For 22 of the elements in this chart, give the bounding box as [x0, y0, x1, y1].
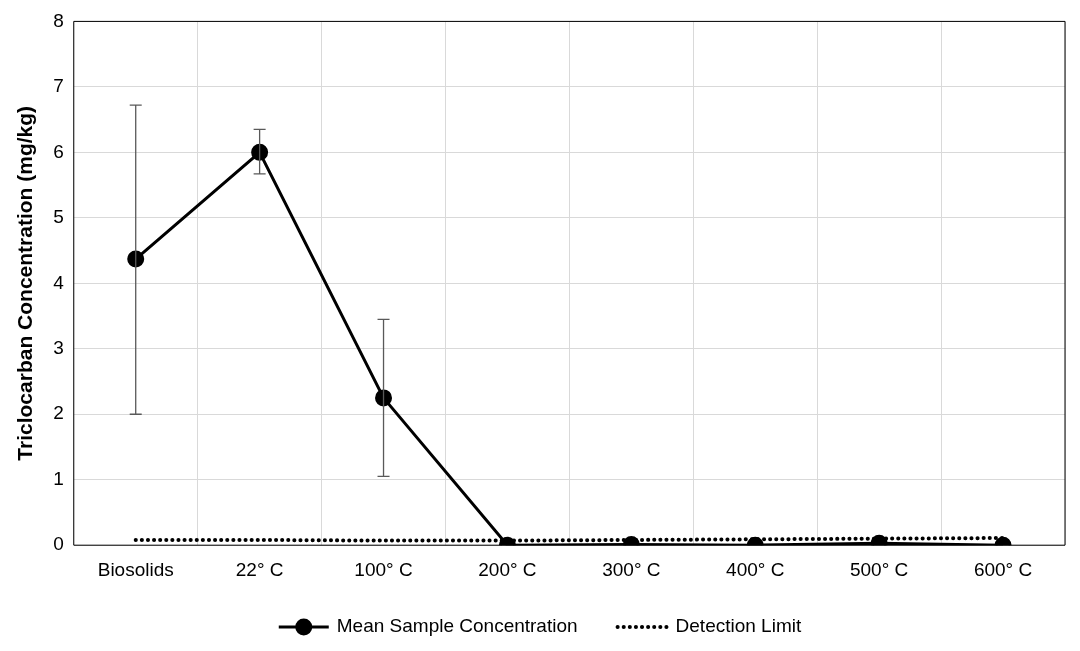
legend-label: Mean Sample Concentration [336, 615, 578, 637]
x-tick-label: 100° C [354, 558, 413, 580]
x-tick-label: Biosolids [97, 558, 174, 580]
x-tick-label: 22° C [235, 558, 284, 580]
y-tick-label: 4 [53, 271, 65, 293]
y-tick-label: 8 [53, 9, 64, 31]
y-tick-label: 7 [53, 75, 64, 97]
y-tick-label: 1 [53, 467, 64, 489]
legend-label: Detection Limit [675, 615, 802, 637]
x-tick-label: 600° C [973, 558, 1033, 580]
x-tick-label: 200° C [478, 558, 537, 580]
x-tick-label: 500° C [849, 558, 909, 580]
point [251, 143, 269, 161]
y-axis-title: Triclocarban Concentration (mg/kg) [13, 105, 37, 461]
y-tick-label: 5 [53, 206, 64, 228]
y-tick-label: 0 [53, 533, 64, 555]
x-tick-label: 300° C [602, 558, 661, 580]
x-tick-label: 400° C [726, 558, 785, 580]
y-tick-label: 6 [53, 140, 64, 162]
y-tick-label: 2 [53, 402, 64, 424]
y-tick-label: 3 [53, 337, 64, 359]
point [127, 250, 145, 268]
